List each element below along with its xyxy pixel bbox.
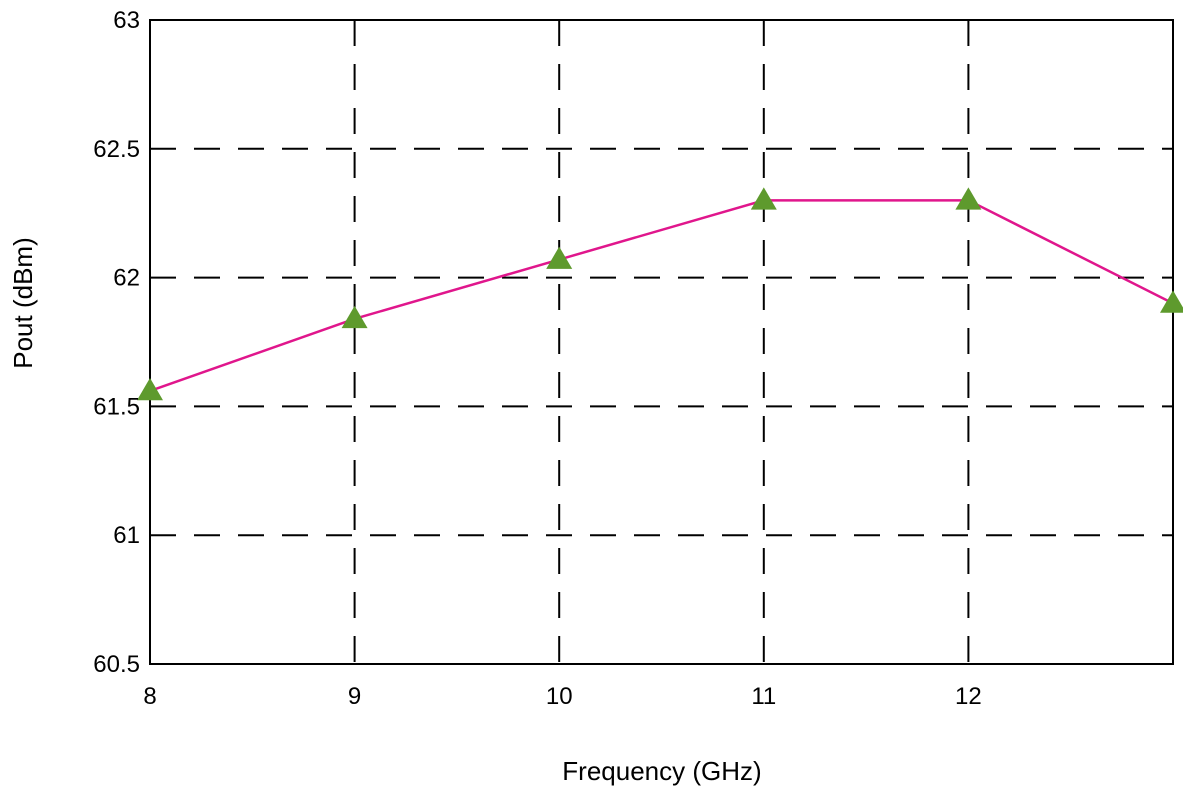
y-axis-title: Pout (dBm) (8, 237, 38, 369)
x-axis-title: Frequency (GHz) (562, 756, 761, 786)
x-tick-label: 12 (955, 683, 982, 710)
grid (150, 20, 1173, 664)
data-point-marker (1160, 290, 1183, 313)
tick-labels: 60.5 61 61.5 62 62.5 63 8 9 10 11 12 (93, 7, 981, 710)
series-line (149, 199, 1174, 393)
x-tick-label: 11 (751, 683, 776, 710)
x-tick-label: 10 (546, 683, 573, 710)
y-tick-label: 61.5 (93, 393, 140, 420)
y-tick-label: 62 (113, 265, 140, 292)
y-tick-label: 63 (113, 7, 140, 34)
y-tick-label: 62.5 (93, 136, 140, 163)
data-point-marker (341, 305, 368, 329)
data-point-marker (750, 187, 777, 210)
data-point-marker (137, 377, 163, 401)
data-point-marker (546, 246, 573, 269)
data-point-marker (955, 187, 982, 210)
x-tick-label: 8 (143, 683, 156, 710)
series-layer (137, 187, 1183, 401)
y-tick-label: 61 (113, 522, 140, 549)
y-tick-label: 60.5 (93, 651, 140, 678)
x-tick-label: 9 (348, 683, 361, 710)
plot-area (149, 19, 1174, 665)
